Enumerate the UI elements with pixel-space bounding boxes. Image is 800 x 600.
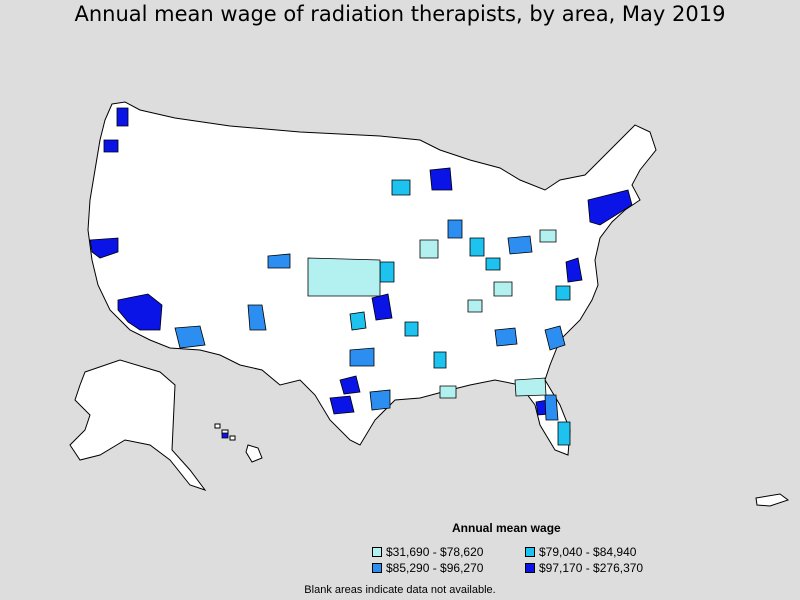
area-midwest-2 — [379, 261, 395, 283]
map-title: Annual mean wage of radiation therapists… — [74, 2, 726, 26]
area-denver — [267, 253, 291, 269]
legend-item-tier-4: $97,170 - $276,370 — [525, 561, 643, 575]
area-florida-east — [544, 394, 559, 421]
area-mississippi — [433, 351, 447, 369]
area-los-angeles — [117, 293, 163, 331]
area-oklahoma — [371, 293, 393, 321]
legend-swatch-tier-2 — [525, 547, 535, 557]
area-utah — [247, 304, 267, 331]
area-kentucky — [485, 257, 501, 271]
legend-item-tier-2: $79,040 - $84,940 — [525, 545, 636, 559]
area-indiana — [469, 237, 485, 257]
area-phoenix — [174, 325, 206, 349]
area-northeast-corridor — [587, 189, 633, 226]
area-pacific-nw — [116, 107, 129, 127]
area-arkansas — [404, 321, 419, 337]
legend-label-tier-2: $79,040 - $84,940 — [539, 545, 637, 559]
area-pennsylvania — [539, 229, 557, 243]
area-carolina — [544, 325, 566, 351]
puerto-rico-land — [755, 493, 790, 507]
area-missouri — [419, 239, 439, 259]
legend-item-tier-3: $85,290 - $96,270 — [372, 561, 483, 575]
legend-swatch-tier-1 — [372, 547, 382, 557]
wage-areas — [89, 107, 633, 446]
area-kentucky-2 — [493, 281, 513, 297]
legend-label-tier-1: $31,690 - $78,620 — [386, 545, 484, 559]
area-louisiana — [439, 385, 457, 399]
area-alabama — [467, 299, 483, 313]
area-virginia — [555, 285, 571, 301]
hawaii-land — [214, 423, 263, 463]
area-georgia — [514, 377, 547, 397]
area-midwest-1 — [391, 179, 411, 196]
area-minneapolis — [429, 167, 453, 191]
area-ohio — [507, 235, 533, 255]
area-kansas — [307, 257, 381, 297]
area-oklahoma-2 — [349, 311, 367, 331]
legend-item-tier-1: $31,690 - $78,620 — [372, 545, 483, 559]
area-dc — [565, 257, 583, 283]
area-hawaii-honolulu — [221, 432, 229, 439]
data-availability-note: Blank areas indicate data not available. — [304, 584, 496, 596]
legend-title: Annual mean wage — [452, 521, 561, 535]
area-chicago — [447, 219, 463, 239]
area-houston — [329, 395, 355, 415]
area-texas-north — [349, 347, 375, 367]
alaska-land — [69, 359, 207, 491]
legend-label-tier-4: $97,170 - $276,370 — [539, 561, 644, 575]
legend-swatch-tier-4 — [525, 563, 535, 573]
area-tennessee — [494, 327, 518, 347]
area-portland — [103, 139, 119, 153]
legend-label-tier-3: $85,290 - $96,270 — [386, 561, 484, 575]
area-dallas — [339, 375, 361, 395]
area-south-florida — [557, 421, 571, 446]
area-texas-coast — [369, 389, 391, 411]
area-bay-area — [89, 237, 119, 259]
legend-swatch-tier-3 — [372, 563, 382, 573]
